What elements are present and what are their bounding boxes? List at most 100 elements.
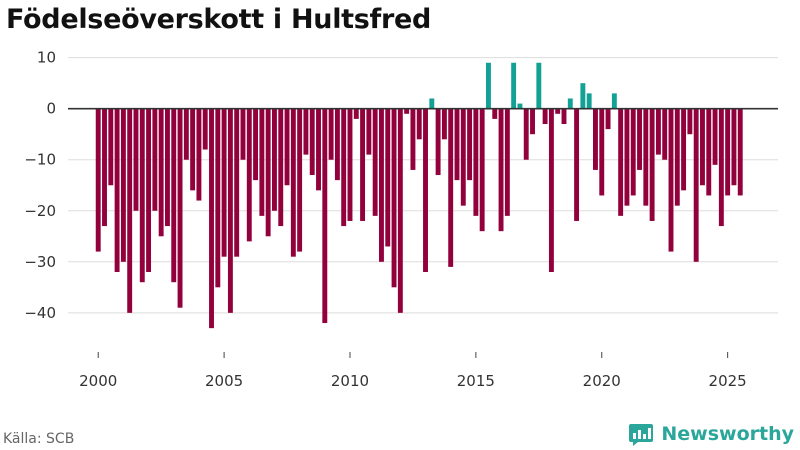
bar: [397, 108, 403, 313]
bar: [253, 108, 259, 181]
bar: [504, 108, 510, 216]
bar: [278, 108, 284, 227]
bar: [700, 108, 705, 186]
bar: [643, 108, 649, 206]
bar: [183, 108, 189, 160]
bar: [655, 108, 661, 155]
bar: [164, 108, 170, 227]
bar: [498, 108, 504, 232]
y-tick-label: −10: [24, 151, 56, 169]
y-tick-label: −30: [24, 253, 56, 271]
x-tick-label: 2005: [205, 372, 243, 390]
bar: [366, 108, 372, 155]
bar: [114, 108, 120, 272]
bar: [372, 108, 378, 216]
bar: [599, 108, 605, 196]
bar: [454, 108, 460, 181]
bar: [309, 108, 315, 176]
x-tick-label: 2000: [79, 372, 117, 390]
y-tick-label: 10: [37, 49, 56, 67]
bar: [586, 93, 592, 109]
bar: [322, 108, 328, 324]
bar: [511, 62, 517, 109]
bar: [637, 108, 642, 170]
bar: [429, 98, 435, 109]
bar: [435, 108, 441, 176]
bar: [341, 108, 347, 227]
bar: [618, 108, 624, 216]
newsworthy-logo-icon: [629, 424, 654, 446]
bar: [95, 108, 101, 252]
bar: [404, 108, 410, 114]
bar: [265, 108, 271, 237]
x-tick-label: 2020: [583, 372, 621, 390]
bar: [530, 108, 535, 135]
bar: [611, 93, 617, 109]
bar: [555, 108, 561, 114]
x-tick-label: 2025: [709, 372, 747, 390]
bar: [536, 62, 542, 109]
bar: [347, 108, 353, 221]
bar: [120, 108, 126, 262]
chart-title: Födelseöverskott i Hultsfred: [6, 4, 432, 35]
bar: [334, 108, 340, 181]
bar: [737, 108, 743, 196]
bar-chart: 10 0 −10 −20 −30 −40 2000 2005 2010 2015 2020 2025: [24, 49, 778, 390]
bar: [517, 103, 523, 109]
bar: [215, 108, 221, 288]
bar: [423, 108, 428, 272]
bar: [580, 83, 586, 109]
bar: [479, 108, 485, 232]
bar: [227, 108, 233, 313]
bar: [190, 108, 196, 191]
bar: [460, 108, 466, 206]
bar: [146, 108, 152, 272]
bar: [542, 108, 548, 124]
bar: [133, 108, 139, 211]
bar: [360, 108, 366, 221]
bar: [467, 108, 473, 181]
bar: [712, 108, 718, 165]
bar: [385, 108, 391, 247]
bar: [668, 108, 674, 252]
bar: [706, 108, 712, 196]
bar: [486, 62, 491, 109]
bar: [492, 108, 498, 119]
bar: [662, 108, 668, 160]
bar: [139, 108, 145, 283]
bar: [548, 108, 554, 272]
bar: [102, 108, 107, 227]
bar: [574, 108, 580, 221]
bar-series: [95, 62, 743, 329]
bar: [196, 108, 202, 201]
bar: [681, 108, 687, 191]
bar: [108, 108, 114, 186]
bar: [284, 108, 290, 186]
bar: [152, 108, 158, 211]
bar: [234, 108, 240, 257]
newsworthy-logo: Newsworthy: [628, 422, 794, 446]
bar: [303, 108, 309, 155]
source-note: Källa: SCB: [3, 431, 75, 447]
bar: [593, 108, 598, 170]
bar: [725, 108, 731, 196]
bar: [410, 108, 416, 170]
bar: [297, 108, 303, 252]
bar: [630, 108, 636, 196]
bar: [561, 108, 567, 124]
bar: [328, 108, 334, 160]
bar: [693, 108, 699, 262]
bar: [221, 108, 227, 257]
bar: [240, 108, 246, 160]
bar: [441, 108, 447, 140]
y-tick-label: 0: [46, 100, 56, 118]
brand-name: Newsworthy: [661, 423, 794, 445]
bar: [718, 108, 724, 227]
y-tick-label: −40: [24, 304, 56, 322]
bar: [448, 108, 454, 267]
bar: [731, 108, 737, 186]
bar: [649, 108, 655, 221]
bar: [523, 108, 529, 160]
bar: [687, 108, 693, 135]
bar: [202, 108, 208, 150]
